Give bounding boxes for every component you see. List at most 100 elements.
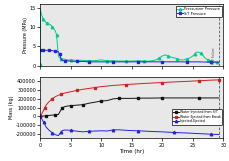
Water Injected from S/T [42, 115, 45, 117]
Injected-Ejected [130, 130, 133, 132]
Injected-Ejected [57, 135, 60, 137]
Water Ejected from Break [124, 84, 127, 85]
Water Injected from S/T [142, 97, 145, 99]
Line: Water Ejected from Break: Water Ejected from Break [39, 79, 220, 118]
Injected-Ejected [66, 129, 69, 131]
S/T Pressure [51, 50, 54, 52]
Injected-Ejected [41, 118, 43, 120]
Legend: Water Injected from S/T, Water Ejected from Break, Injected-Ejected: Water Injected from S/T, Water Ejected f… [172, 109, 222, 125]
S/T Pressure [197, 61, 200, 63]
Line: Injected-Ejected: Injected-Ejected [39, 115, 220, 137]
Water Injected from S/T [66, 105, 69, 107]
Pressurizer Pressure [87, 60, 90, 62]
S/T Pressure [82, 61, 84, 62]
Legend: Pressurizer Pressure, S/T Pressure: Pressurizer Pressure, S/T Pressure [176, 6, 221, 17]
Water Ejected from Break [82, 88, 84, 90]
Water Injected from S/T [41, 115, 43, 117]
Water Injected from S/T [63, 106, 66, 108]
Water Ejected from Break [149, 82, 151, 84]
Injected-Ejected [106, 130, 109, 132]
Water Injected from S/T [112, 98, 115, 100]
S/T Pressure [58, 53, 61, 55]
Injected-Ejected [173, 132, 176, 133]
Pressurizer Pressure [170, 56, 173, 58]
Water Ejected from Break [161, 82, 164, 84]
Water Ejected from Break [112, 85, 115, 86]
Water Ejected from Break [48, 100, 51, 102]
S/T Pressure [136, 61, 139, 63]
S/T Pressure [57, 51, 60, 53]
Water Ejected from Break [197, 80, 200, 82]
Water Ejected from Break [204, 80, 206, 81]
Injected-Ejected [42, 122, 45, 123]
S/T Pressure [40, 49, 43, 51]
Water Injected from S/T [51, 114, 54, 116]
Water Injected from S/T [106, 100, 109, 102]
Injected-Ejected [59, 132, 62, 134]
Water Ejected from Break [87, 87, 90, 89]
Injected-Ejected [48, 129, 51, 131]
Water Injected from S/T [210, 97, 213, 99]
Water Injected from S/T [130, 97, 133, 99]
Injected-Ejected [197, 133, 200, 135]
Injected-Ejected [136, 130, 139, 132]
Water Injected from S/T [59, 110, 62, 112]
Water Injected from S/T [161, 97, 164, 99]
Water Ejected from Break [185, 80, 188, 82]
S/T Pressure [63, 60, 66, 62]
Pressurizer Pressure [155, 59, 158, 61]
Line: Water Injected from S/T: Water Injected from S/T [39, 97, 220, 118]
Pressurizer Pressure [39, 63, 41, 65]
Water Injected from S/T [72, 104, 75, 106]
Water Injected from S/T [136, 97, 139, 99]
Pressurizer Pressure [164, 54, 167, 56]
S/T Pressure [48, 49, 51, 51]
Water Ejected from Break [57, 94, 60, 96]
Injected-Ejected [82, 131, 84, 133]
Injected-Ejected [210, 133, 213, 135]
Y-axis label: Pressure (MPa): Pressure (MPa) [23, 17, 28, 53]
S/T Pressure [39, 49, 41, 51]
Injected-Ejected [69, 129, 72, 131]
S/T Pressure [100, 61, 103, 63]
Injected-Ejected [218, 133, 220, 135]
Water Ejected from Break [173, 81, 176, 83]
Injected-Ejected [39, 115, 41, 117]
Water Injected from S/T [87, 102, 90, 104]
Water Injected from S/T [75, 104, 78, 106]
Injected-Ejected [44, 124, 46, 126]
Water Injected from S/T [149, 97, 151, 99]
Injected-Ejected [87, 130, 90, 132]
Injected-Ejected [51, 132, 54, 134]
Water Injected from S/T [54, 114, 57, 116]
Water Injected from S/T [48, 114, 51, 116]
Water Ejected from Break [63, 92, 66, 94]
Water Ejected from Break [40, 114, 43, 116]
Water Injected from S/T [100, 100, 103, 102]
Water Injected from S/T [45, 115, 48, 117]
Injected-Ejected [204, 133, 206, 135]
Injected-Ejected [40, 117, 43, 119]
Water Ejected from Break [69, 91, 72, 93]
S/T Pressure [161, 61, 164, 63]
Water Injected from S/T [94, 101, 96, 103]
S/T Pressure [185, 61, 188, 63]
Water Ejected from Break [44, 107, 46, 109]
Injected-Ejected [124, 129, 127, 131]
Water Ejected from Break [210, 79, 213, 81]
S/T Pressure [210, 61, 213, 63]
Injected-Ejected [60, 131, 63, 133]
Pressurizer Pressure [188, 57, 191, 59]
Line: S/T Pressure: S/T Pressure [39, 49, 220, 63]
Water Ejected from Break [42, 110, 44, 112]
Y-axis label: Mass (kg): Mass (kg) [9, 96, 14, 119]
S/T Pressure [149, 61, 151, 63]
Water Injected from S/T [173, 97, 176, 99]
Injected-Ejected [112, 129, 115, 131]
Injected-Ejected [75, 130, 78, 132]
Injected-Ejected [72, 130, 75, 132]
S/T Pressure [218, 61, 220, 63]
Injected-Ejected [100, 130, 103, 132]
Water Injected from S/T [197, 97, 200, 99]
S/T Pressure [42, 49, 44, 51]
